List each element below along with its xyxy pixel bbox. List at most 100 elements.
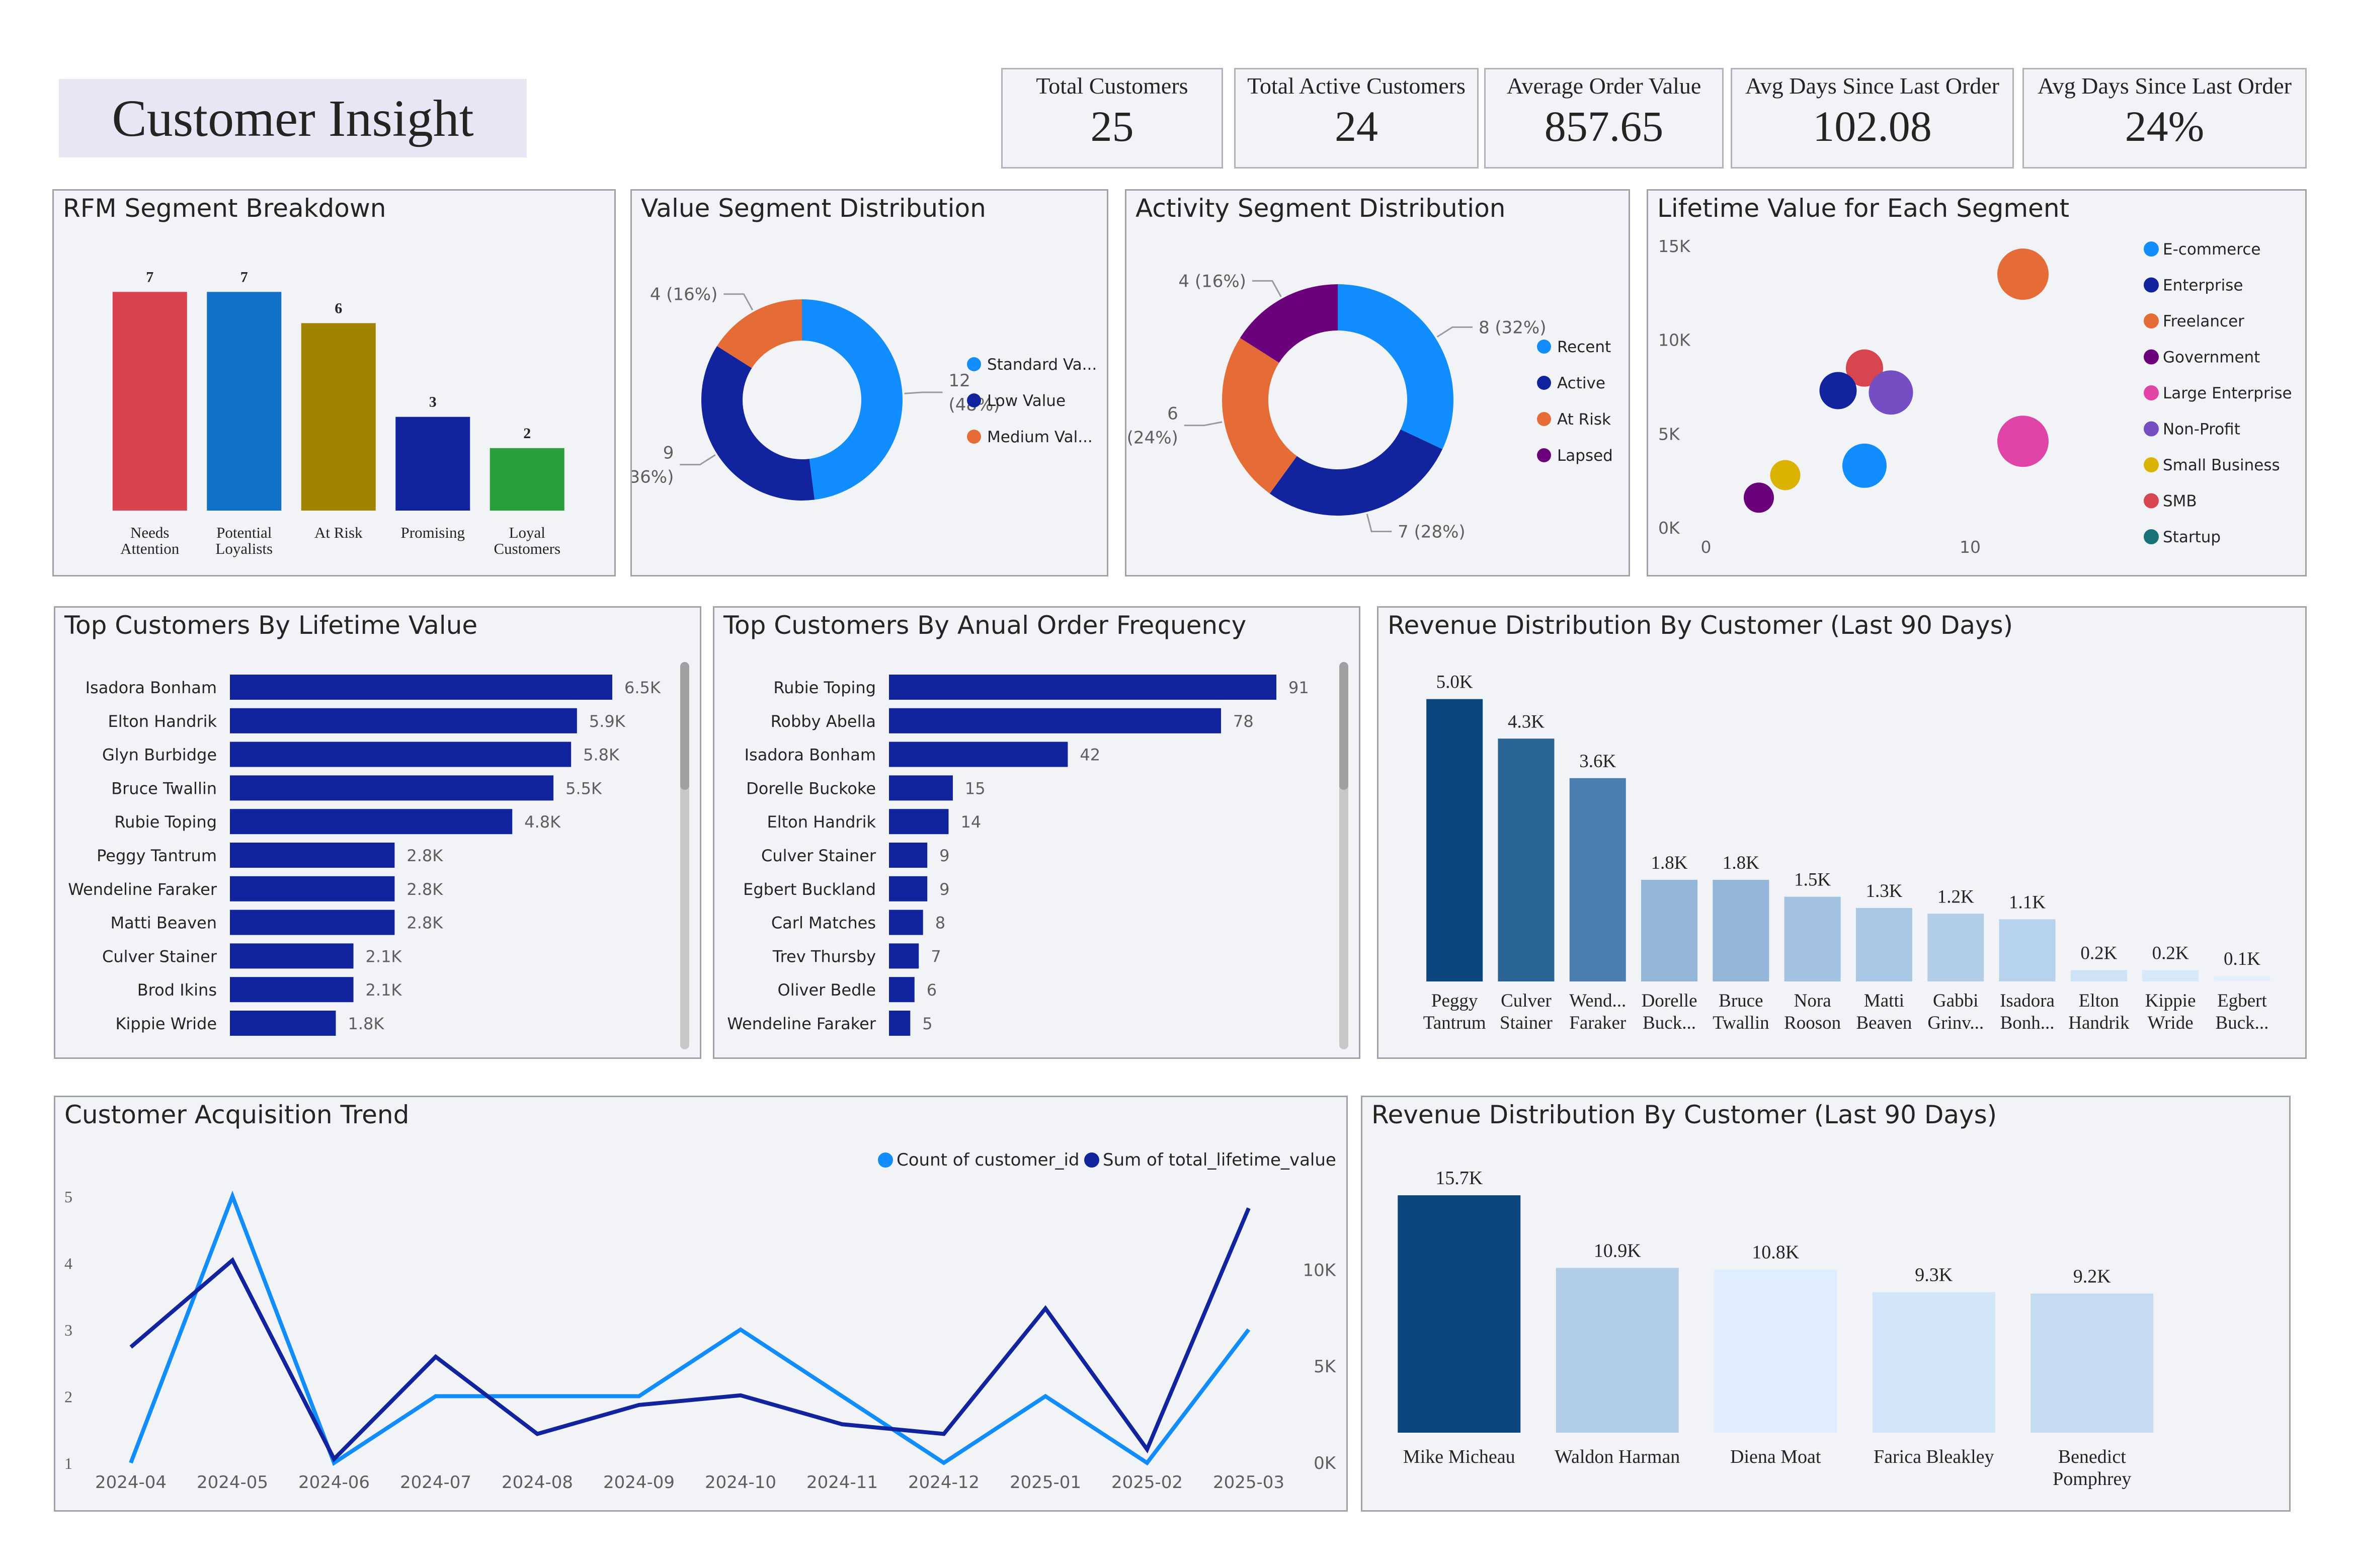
dashboard-title-box: Customer Insight [59, 79, 527, 157]
bar [889, 775, 953, 801]
category-label: Egbert Buckland [743, 880, 876, 899]
panel-title: Lifetime Value for Each Segment [1657, 194, 2070, 223]
scrollbar-thumb [680, 662, 689, 790]
y-right-tick-label: 5K [1314, 1357, 1337, 1377]
category-label: Robby Abella [771, 712, 876, 731]
bar [230, 775, 554, 801]
data-label: 4.8K [524, 812, 561, 832]
category-label: Bruce [1719, 991, 1763, 1011]
bar [889, 977, 915, 1003]
legend-marker [967, 430, 981, 444]
category-label: At Risk [314, 524, 363, 541]
y-tick-label: 10K [1658, 331, 1691, 350]
category-label: Wendeline Faraker [727, 1014, 876, 1033]
data-label: 9 [939, 846, 949, 865]
data-label: 5.9K [589, 712, 626, 731]
series-line [129, 1190, 1251, 1466]
legend-marker [967, 357, 981, 371]
data-label: 7 [240, 269, 248, 285]
bar [1713, 879, 1769, 981]
category-label: Potential [216, 524, 272, 541]
data-label: 1.8K [348, 1014, 384, 1033]
x-tick-label: 2024-08 [502, 1472, 573, 1493]
activity-segment-panel: Activity Segment Distribution 8 (32%) 7 (… [1125, 189, 1630, 576]
legend-marker [2144, 457, 2159, 472]
y-tick-label: 0K [1658, 518, 1680, 538]
category-label: Stainer [1500, 1013, 1553, 1033]
legend-label: Count of customer_id [897, 1150, 1080, 1170]
kpi-card-average-order-value: Average Order Value 857.65 [1484, 68, 1724, 169]
y-right-tick-label: 0K [1314, 1453, 1337, 1473]
category-label: Twallin [1713, 1013, 1769, 1033]
bar [1569, 778, 1626, 981]
legend-label: Active [1557, 374, 1605, 392]
top-customers-frequency-panel: Top Customers By Anual Order Frequency R… [713, 606, 1360, 1059]
value-segment-panel: Value Segment Distribution 12(48%)9(36%)… [630, 189, 1108, 576]
data-label: 1.5K [1794, 870, 1831, 890]
data-label: 1.1K [2009, 892, 2046, 913]
data-label: 15.7K [1435, 1168, 1483, 1189]
y-left-tick-label: 1 [64, 1454, 72, 1472]
bar [1784, 896, 1841, 981]
x-tick-label: 2024-09 [603, 1472, 675, 1493]
legend-marker [2144, 385, 2159, 400]
bar [230, 876, 395, 901]
category-label: Rubie Toping [114, 812, 217, 832]
category-label: Rubie Toping [773, 678, 876, 697]
legend-label: Recent [1557, 338, 1611, 356]
legend-label: Low Value [987, 392, 1066, 410]
data-label: 7 [931, 947, 941, 966]
category-label: Isadora Bonham [86, 678, 217, 697]
panel-title: RFM Segment Breakdown [63, 194, 386, 223]
scatter-point [1997, 416, 2049, 467]
bar [230, 943, 354, 969]
donut-slice [1222, 338, 1297, 494]
kpi-value: 24% [2125, 102, 2205, 150]
category-label: Grinv... [1927, 1013, 1984, 1033]
legend-marker [1537, 412, 1551, 426]
category-label: Matti [1864, 991, 1904, 1011]
x-tick-label: 2024-10 [705, 1472, 776, 1493]
legend-marker [1537, 376, 1551, 390]
scatter-point [1744, 482, 1774, 513]
data-label: 2.8K [407, 914, 443, 933]
bar [490, 448, 564, 511]
category-label: Culver Stainer [761, 846, 876, 865]
x-tick-label: 2024-06 [298, 1472, 370, 1493]
legend-marker [2144, 241, 2159, 257]
data-label: 10.8K [1752, 1242, 1800, 1263]
leader-line [1252, 280, 1282, 297]
category-label: Elton Handrik [767, 812, 876, 832]
category-label: Wendeline Faraker [68, 880, 217, 899]
scatter-point [1869, 370, 1913, 415]
data-label: 6 [927, 980, 937, 1000]
leader-line [680, 454, 716, 466]
category-label: Loyal [509, 524, 545, 541]
leader-line [1184, 421, 1223, 427]
legend-marker [1537, 340, 1551, 354]
x-tick-label: 2024-05 [197, 1472, 268, 1493]
legend-label: Freelancer [2163, 312, 2244, 331]
data-label: 2.8K [407, 846, 443, 865]
donut-slice [717, 299, 802, 368]
top-customers-lifetime-panel: Top Customers By Lifetime Value Isadora … [54, 606, 701, 1059]
kpi-card-avg-days-since-last-order: Avg Days Since Last Order 102.08 [1731, 68, 2014, 169]
x-tick-label: 10 [1960, 537, 1981, 557]
y-tick-label: 5K [1658, 424, 1680, 444]
category-label: Brod Ikins [137, 980, 217, 1000]
acquisition-line-chart: 1 2 3 4 5 0K 5K 10K 2024-04 2024-05 2024-06 2024-07… [64, 1150, 1337, 1493]
category-label: Bonh... [2000, 1013, 2055, 1033]
leader-line [723, 293, 754, 310]
data-label: 9.2K [2073, 1266, 2112, 1287]
data-label: 4.3K [1508, 711, 1545, 732]
category-label: Elton Handrik [108, 712, 217, 731]
series-line [129, 1207, 1251, 1463]
bar [889, 809, 949, 835]
category-label: Diena Moat [1730, 1446, 1821, 1467]
kpi-card-total-active-customers: Total Active Customers 24 [1234, 68, 1479, 169]
leader-line [904, 391, 943, 394]
data-label: 5.0K [1436, 672, 1473, 693]
x-tick-label: 2024-12 [908, 1472, 980, 1493]
scatter-point [1842, 443, 1887, 488]
x-tick-label: 0 [1701, 537, 1712, 557]
